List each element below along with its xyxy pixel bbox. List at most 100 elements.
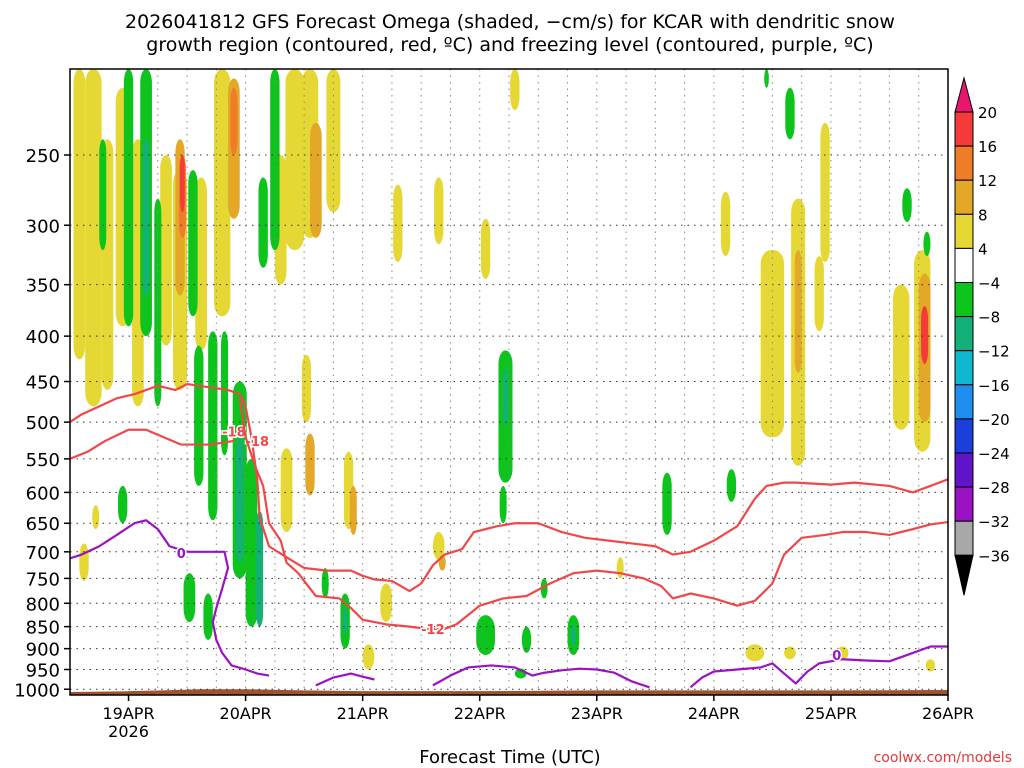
x-tick-label-21APR: 21APR — [337, 704, 389, 723]
omega-blob-39 — [814, 256, 824, 332]
omega-blob-82 — [902, 188, 912, 223]
omega-blob-60 — [245, 458, 258, 627]
omega-blob-35 — [720, 191, 731, 257]
omega-blob-65 — [203, 593, 213, 640]
contour-dgz-top-minus18 — [70, 382, 948, 593]
omega-shading — [73, 69, 936, 679]
terrain-layer — [70, 689, 948, 695]
colorbar-swatch-13 — [954, 520, 974, 556]
omega-blob-73 — [503, 368, 508, 426]
contour-freezing-level-right — [689, 645, 948, 689]
omega-blob-21 — [301, 354, 312, 423]
colorbar-label-4: 4 — [978, 240, 988, 258]
omega-blob-36 — [760, 250, 785, 438]
contour-layer: -18-18 -12 0 0 — [70, 382, 948, 689]
y-tick-label-1000: 1000 — [14, 680, 60, 701]
omega-blob-74 — [499, 485, 507, 524]
omega-blob-55 — [194, 345, 204, 486]
chart-title-line1: 2026041812 GFS Forecast Omega (shaded, −… — [125, 11, 895, 33]
omega-blob-56 — [208, 331, 218, 521]
colorbar-label-0: 20 — [978, 104, 997, 122]
colorbar-label-1: 16 — [978, 138, 997, 156]
omega-blob-1 — [85, 69, 102, 407]
omega-blob-41 — [892, 284, 910, 430]
contour-dgz-left-minus18 — [70, 428, 235, 460]
omega-blob-61 — [256, 511, 264, 627]
colorbar-label-5: −4 — [978, 275, 1000, 293]
colorbar-bottom-triangle — [954, 554, 974, 596]
omega-blob-78 — [540, 578, 548, 599]
x-tick-label-20APR: 20APR — [220, 704, 272, 723]
omega-blob-77 — [571, 624, 576, 647]
omega-blob-47 — [836, 646, 849, 660]
omega-blob-70 — [476, 615, 495, 656]
omega-blob-17 — [285, 69, 305, 251]
x-tick-label-23APR: 23APR — [571, 704, 623, 723]
y-tick-label-550: 550 — [26, 450, 60, 471]
colorbar-label-9: −20 — [978, 411, 1010, 429]
omega-blob-44 — [921, 306, 929, 365]
omega-blob-48 — [925, 659, 936, 672]
omega-blob-51 — [143, 139, 150, 296]
contour-freezing-level-left — [70, 519, 270, 677]
omega-blob-62 — [270, 69, 280, 251]
omega-blob-64 — [183, 573, 196, 623]
contour-freezing-level-center — [432, 664, 650, 689]
omega-blob-19 — [309, 122, 322, 238]
y-tick-label-450: 450 — [26, 373, 60, 394]
y-tick-label-900: 900 — [26, 640, 60, 661]
y-tick-label-950: 950 — [26, 660, 60, 681]
terrain-surface — [70, 689, 948, 695]
omega-blob-66 — [117, 485, 128, 524]
omega-blob-81 — [785, 87, 795, 140]
colorbar-swatch-2 — [954, 145, 974, 181]
y-tick-label-350: 350 — [26, 276, 60, 297]
omega-blob-26 — [393, 184, 403, 262]
omega-blob-5 — [79, 543, 89, 581]
x-tick-label-25APR: 25APR — [805, 704, 857, 723]
colorbar: 20 16 12 8 4 −4 −8 −12 −16 −20 −24 −28 −32 −36 — [954, 76, 1010, 596]
y-tick-label-600: 600 — [26, 483, 60, 504]
contour-dgz-bottom-minus12 — [238, 398, 948, 630]
omega-blob-63 — [258, 177, 268, 268]
omega-blob-83 — [923, 231, 931, 257]
omega-blob-7 — [160, 154, 172, 346]
omega-blob-25 — [349, 485, 357, 535]
colorbar-label-2: 12 — [978, 172, 997, 190]
omega-blob-6 — [92, 505, 100, 530]
colorbar-top-triangle — [954, 76, 974, 113]
colorbar-label-10: −24 — [978, 445, 1010, 463]
omega-blob-57 — [221, 331, 229, 456]
x-axis-label: Forecast Time (UTC) — [419, 747, 600, 768]
colorbar-swatch-6 — [954, 282, 974, 318]
y-tick-label-650: 650 — [26, 514, 60, 535]
omega-blob-52 — [154, 198, 162, 407]
omega-blob-84 — [764, 69, 769, 88]
chart-title-line2: growth region (contoured, red, ºC) and f… — [146, 34, 873, 56]
omega-blob-79 — [662, 472, 672, 535]
omega-blob-69 — [342, 608, 348, 636]
colorbar-label-11: −28 — [978, 479, 1010, 497]
contour-label-freezing-level-left: 0 — [177, 547, 186, 562]
colorbar-swatch-9 — [954, 384, 974, 420]
omega-blob-15 — [230, 87, 238, 155]
colorbar-swatch-10 — [954, 418, 974, 454]
y-tick-label-700: 700 — [26, 543, 60, 564]
omega-blob-11 — [180, 154, 185, 213]
colorbar-label-12: −32 — [978, 513, 1010, 531]
y-tick-label-250: 250 — [26, 146, 60, 167]
omega-blob-53 — [99, 139, 107, 251]
omega-blob-80 — [726, 469, 737, 502]
omega-blob-13 — [213, 69, 231, 317]
omega-blob-12 — [195, 177, 207, 351]
omega-blob-40 — [820, 122, 830, 262]
contour-label-dgz-left-minus18: -18 — [222, 425, 246, 440]
y-tick-label-850: 850 — [26, 618, 60, 639]
colorbar-label-7: −12 — [978, 343, 1010, 361]
credit-text: coolwx.com/models — [874, 750, 1012, 766]
omega-blob-23 — [305, 433, 315, 496]
omega-blob-33 — [510, 69, 520, 111]
omega-blob-28 — [362, 644, 375, 670]
omega-blob-45 — [745, 644, 765, 662]
